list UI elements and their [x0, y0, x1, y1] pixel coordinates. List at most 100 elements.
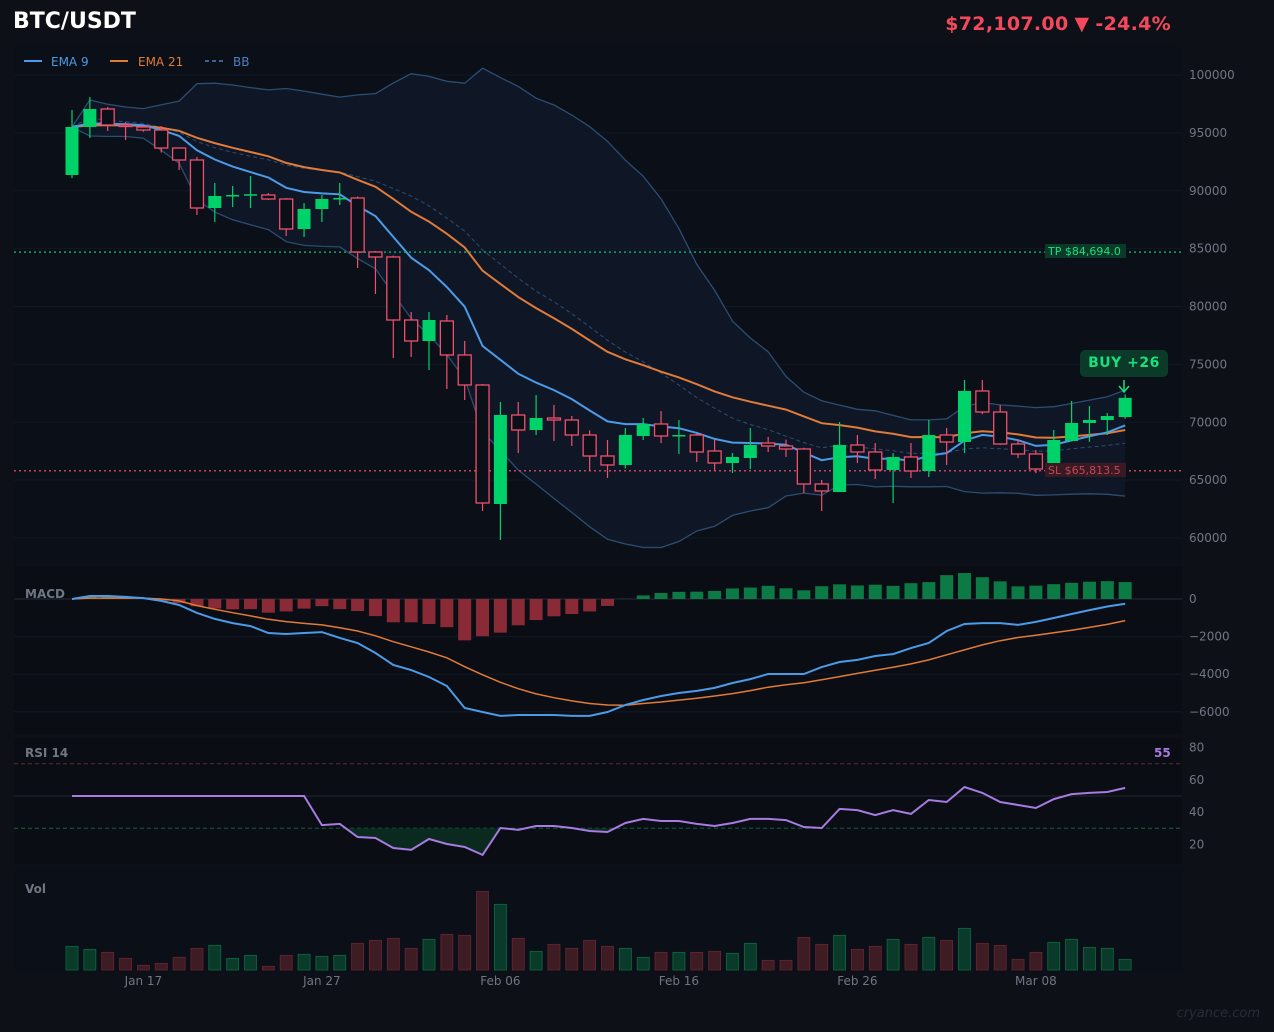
candle — [618, 427, 632, 469]
volume-bar — [136, 964, 150, 971]
price-tick-label: 65000 — [1189, 473, 1227, 487]
candle — [511, 401, 526, 453]
down-arrow-icon: ▼ — [1074, 13, 1090, 35]
volume-bar — [315, 955, 329, 971]
candle — [297, 202, 311, 237]
volume-bar — [1100, 947, 1114, 971]
macd-histogram-bar — [368, 599, 382, 617]
candle — [208, 182, 222, 223]
candle — [939, 427, 954, 465]
macd-line — [71, 595, 1126, 717]
macd-histogram-bar — [1047, 584, 1061, 599]
candle-body — [653, 423, 669, 437]
candle — [136, 125, 151, 132]
candle — [154, 125, 169, 153]
candle — [743, 428, 757, 469]
candle — [975, 379, 990, 415]
candle-body — [350, 197, 365, 253]
macd-histogram-bar — [1029, 585, 1043, 599]
candle-body — [939, 434, 954, 443]
legend-bb: BB — [233, 55, 249, 69]
candle — [850, 434, 865, 463]
candle-body — [958, 390, 971, 442]
candle-body — [315, 199, 329, 210]
date-tick-label: Feb 26 — [837, 974, 877, 988]
macd-histogram-bar — [529, 599, 543, 621]
volume-bar — [297, 953, 311, 971]
volume-bar — [1029, 951, 1043, 971]
macd-histogram-bar — [440, 599, 454, 628]
rsi-tick-label: 60 — [1189, 773, 1204, 787]
macd-histogram-bar — [404, 599, 418, 623]
candle-body — [261, 194, 276, 200]
candle-body — [511, 414, 526, 431]
candle — [1028, 450, 1044, 474]
candle-body — [154, 129, 169, 149]
buy-arrow-head — [1118, 385, 1130, 394]
volume-bar — [547, 943, 561, 971]
volume-bar — [940, 939, 954, 971]
volume-bar — [1118, 958, 1132, 971]
macd-tick-label: −6000 — [1189, 705, 1230, 719]
candle — [403, 311, 419, 357]
candle — [600, 439, 615, 478]
price-display: $72,107.00 ▼ -24.4% — [939, 13, 1171, 35]
candle — [833, 421, 847, 492]
candle — [333, 182, 347, 205]
volume-bar — [922, 936, 936, 971]
macd-histogram-bar — [904, 583, 918, 599]
candle — [653, 410, 669, 443]
candle-body — [564, 419, 579, 436]
volume-bar — [761, 959, 775, 971]
candle — [189, 156, 205, 215]
price-tick-label: 80000 — [1189, 300, 1227, 314]
volume-bar — [226, 957, 240, 971]
candle-body — [850, 444, 865, 453]
candle — [707, 439, 722, 471]
macd-histogram-bar — [850, 585, 864, 599]
candle-body — [546, 417, 562, 421]
macd-histogram-bar — [993, 581, 1007, 599]
symbol-title: BTC/USDT — [13, 9, 136, 34]
price-tick-label: 60000 — [1189, 531, 1227, 545]
macd-histogram-bar — [583, 599, 597, 612]
legend-ema9: EMA 9 — [51, 55, 89, 69]
candle-body — [761, 442, 776, 447]
candle — [529, 394, 543, 435]
candle-body — [208, 195, 222, 208]
candle — [958, 379, 971, 453]
volume-bar — [261, 965, 275, 971]
price-tick-label: 85000 — [1189, 242, 1227, 256]
macd-histogram-bar — [244, 599, 257, 610]
sl-label-bg — [1045, 463, 1126, 477]
candle-body — [1100, 415, 1114, 420]
volume-bar — [851, 948, 864, 971]
candle-body — [672, 434, 686, 437]
macd-histogram-bar — [1100, 581, 1114, 599]
watermark: cryance.com — [1176, 1006, 1260, 1021]
candle — [279, 197, 294, 236]
macd-histogram-bar — [815, 586, 829, 599]
candle — [672, 419, 686, 454]
candle-body — [457, 354, 472, 386]
volume-bar — [815, 943, 829, 971]
candle-body — [868, 451, 883, 471]
buy-signal-badge: BUY +26 — [1080, 350, 1168, 377]
volume-bar — [975, 942, 989, 971]
macd-histogram-bar — [708, 590, 722, 599]
macd-histogram-bar — [279, 599, 293, 612]
macd-panel-bg — [14, 566, 1182, 734]
volume-bar — [65, 945, 79, 971]
volume-bar — [1047, 941, 1061, 971]
candle — [244, 176, 257, 208]
macd-histogram-bar — [940, 575, 954, 599]
date-tick-label: Jan 17 — [124, 974, 163, 988]
volume-bar — [958, 927, 971, 971]
volume-bar — [868, 945, 882, 971]
candle-body — [529, 417, 543, 430]
volume-bar — [708, 950, 721, 971]
candle-body — [814, 483, 829, 492]
macd-histogram-bar — [386, 599, 400, 623]
volume-bar — [404, 947, 418, 971]
